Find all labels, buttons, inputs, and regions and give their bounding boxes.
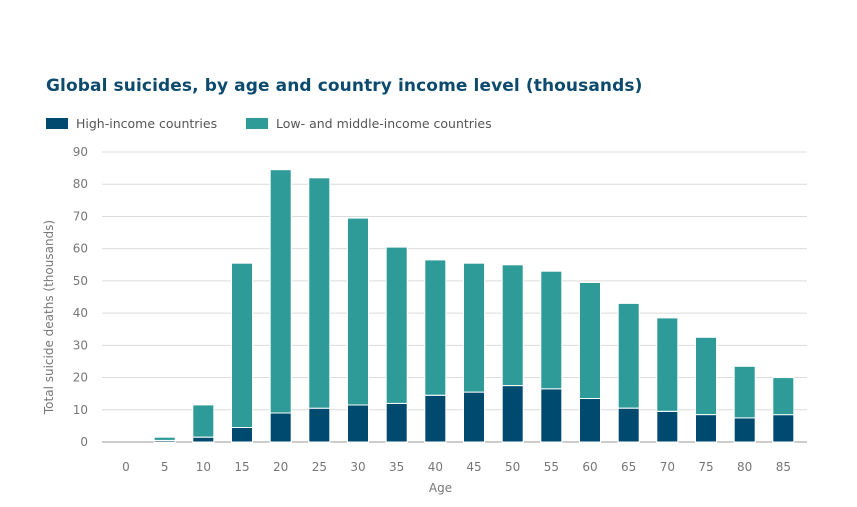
x-tick-label: 35	[389, 460, 404, 474]
bar-high-income	[269, 412, 292, 443]
x-tick-label: 45	[466, 460, 481, 474]
x-tick-label: 65	[621, 460, 636, 474]
y-tick-label: 80	[73, 177, 88, 191]
y-tick-label: 0	[80, 435, 88, 449]
legend-label-high-income: High-income countries	[76, 116, 218, 131]
y-tick-label: 90	[73, 145, 88, 159]
bar-high-income	[772, 414, 795, 443]
x-tick-label: 5	[161, 460, 169, 474]
legend-swatch-low-middle-income	[246, 118, 268, 129]
y-tick-label: 30	[73, 338, 88, 352]
x-tick-label: 0	[122, 460, 130, 474]
bar-low-middle-income	[269, 169, 292, 414]
y-tick-label: 20	[73, 371, 88, 385]
bar-high-income	[695, 414, 717, 443]
x-tick-label: 30	[350, 460, 365, 474]
bar-low-middle-income	[733, 365, 756, 419]
y-tick-label: 40	[73, 306, 88, 320]
x-tick-label: 50	[505, 460, 520, 474]
bar-high-income	[424, 394, 447, 443]
bar-low-middle-income	[153, 436, 176, 441]
bar-low-middle-income	[347, 217, 369, 406]
bar-high-income	[385, 402, 408, 443]
x-tick-label: 20	[273, 460, 288, 474]
x-tick-label: 60	[582, 460, 597, 474]
legend-item-high-income: High-income countries	[46, 116, 217, 131]
x-tick-label: 10	[196, 460, 211, 474]
bar-low-middle-income	[656, 317, 679, 412]
bar-high-income	[231, 427, 253, 443]
x-tick-label: 85	[776, 460, 791, 474]
bar-high-income	[347, 404, 369, 443]
y-axis-title: Total suicide deaths (thousands)	[42, 220, 56, 415]
bar-low-middle-income	[772, 377, 795, 416]
y-tick-label: 60	[73, 242, 88, 256]
legend-label-low-middle-income: Low- and middle-income countries	[276, 116, 492, 131]
x-tick-label: 80	[737, 460, 752, 474]
y-tick-label: 70	[73, 209, 88, 223]
bar-high-income	[540, 388, 563, 443]
x-tick-label: 40	[428, 460, 443, 474]
bar-low-middle-income	[617, 302, 640, 409]
x-tick-label: 25	[312, 460, 327, 474]
bar-low-middle-income	[501, 264, 524, 387]
y-tick-label: 50	[73, 274, 88, 288]
bar-low-middle-income	[695, 336, 717, 416]
legend-item-low-middle-income: Low- and middle-income countries	[246, 116, 492, 131]
bar-high-income	[617, 407, 640, 443]
bar-high-income	[579, 398, 601, 443]
bar-high-income	[733, 417, 756, 443]
x-tick-label: 55	[544, 460, 559, 474]
x-tick-label: 70	[660, 460, 675, 474]
bar-low-middle-income	[385, 246, 408, 404]
bar-high-income	[463, 391, 485, 443]
bar-low-middle-income	[231, 262, 253, 429]
x-tick-label: 15	[234, 460, 249, 474]
y-tick-label: 10	[73, 403, 88, 417]
bar-low-middle-income	[579, 282, 601, 399]
bar-low-middle-income	[308, 177, 331, 409]
x-tick-label: 75	[698, 460, 713, 474]
bar-low-middle-income	[540, 270, 563, 390]
bar-high-income	[192, 436, 215, 443]
bar-low-middle-income	[192, 404, 215, 438]
bar-low-middle-income	[424, 259, 447, 396]
bar-high-income	[501, 385, 524, 443]
bar-high-income	[656, 410, 679, 443]
bar-high-income	[308, 407, 331, 443]
chart-title: Global suicides, by age and country inco…	[46, 76, 643, 96]
legend-swatch-high-income	[46, 118, 68, 129]
bar-low-middle-income	[463, 262, 485, 393]
x-axis-title: Age	[429, 481, 452, 495]
